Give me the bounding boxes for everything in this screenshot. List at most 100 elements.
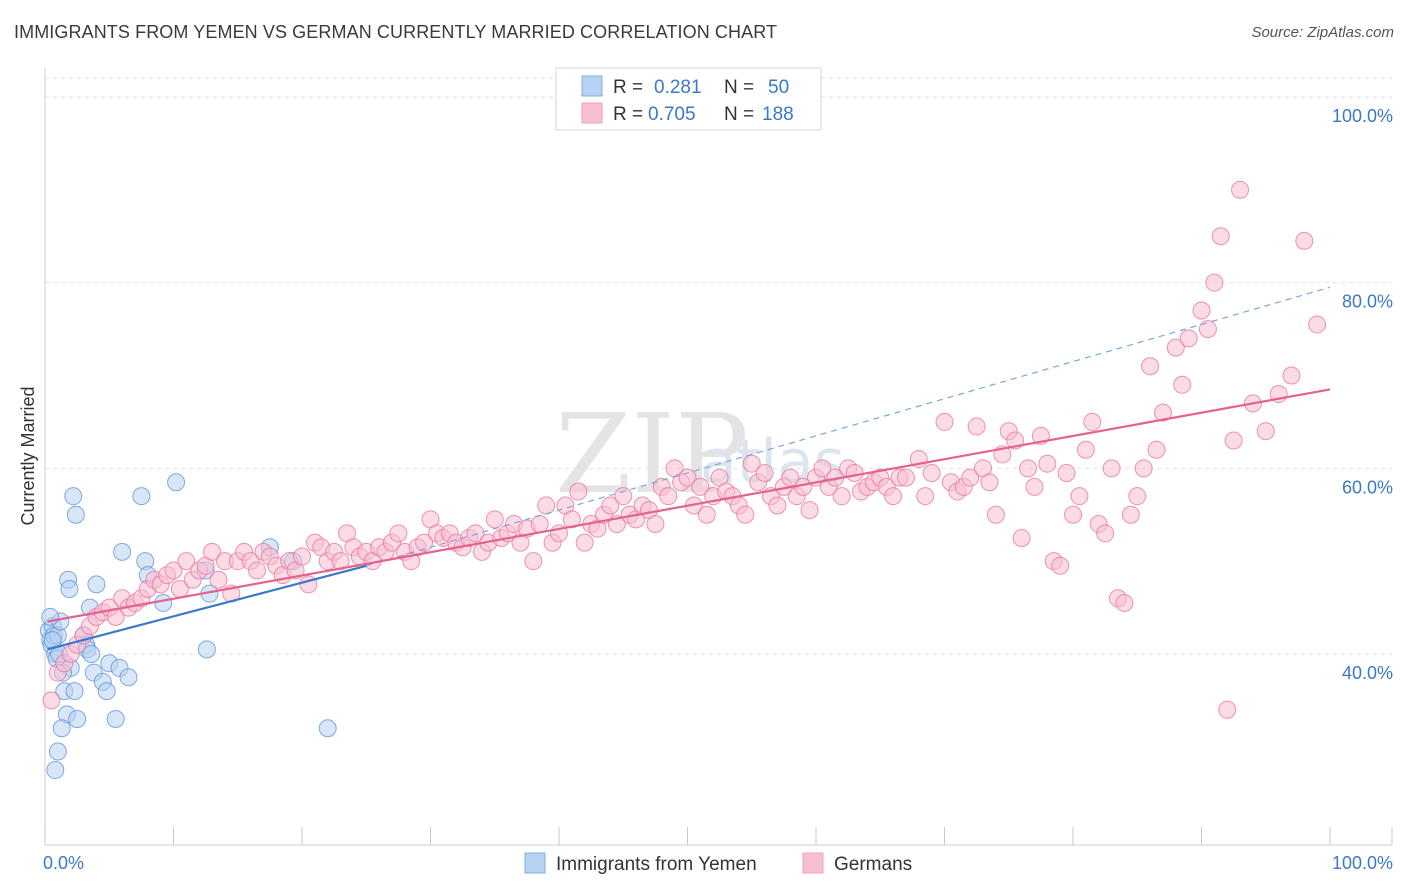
- data-point: [1064, 505, 1082, 524]
- data-point: [1256, 422, 1275, 441]
- y-axis-title: Currently Married: [18, 386, 38, 525]
- data-point: [42, 691, 61, 710]
- data-point: [922, 463, 941, 482]
- data-point: [46, 761, 65, 780]
- data-point: [1205, 273, 1224, 292]
- data-point: [1198, 320, 1217, 339]
- data-point: [106, 709, 125, 728]
- data-point: [832, 487, 851, 506]
- data-point: [524, 552, 543, 571]
- source-label: Source: ZipAtlas.com: [1251, 24, 1394, 41]
- x-tick-label: 0.0%: [43, 853, 84, 873]
- data-point: [1218, 700, 1237, 719]
- series-germans: [42, 180, 1327, 719]
- data-point: [1012, 528, 1031, 547]
- data-point: [646, 515, 665, 534]
- data-point: [293, 547, 311, 566]
- data-point: [691, 477, 710, 496]
- data-point: [1070, 487, 1089, 506]
- data-point: [209, 570, 228, 589]
- data-point: [64, 487, 83, 506]
- data-point: [813, 459, 832, 478]
- data-point: [1038, 454, 1057, 473]
- data-point: [614, 487, 633, 506]
- legend-n-value-2: 188: [762, 104, 794, 125]
- data-point: [1308, 315, 1327, 334]
- data-point: [1115, 593, 1134, 612]
- data-point: [742, 454, 761, 473]
- data-point: [1134, 459, 1153, 478]
- data-point: [113, 542, 132, 561]
- data-point: [1295, 231, 1314, 250]
- data-point: [678, 468, 697, 487]
- data-point: [980, 473, 999, 492]
- x-tick-labels: 0.0% 100.0%: [43, 853, 1393, 873]
- legend-label-germans: Germans: [834, 854, 912, 875]
- legend-swatch-yemen: [581, 75, 603, 97]
- data-point: [845, 463, 864, 482]
- data-point: [82, 645, 101, 663]
- data-point: [1153, 403, 1172, 422]
- data-point: [986, 505, 1005, 524]
- legend-r-value-1: 0.281: [654, 77, 702, 98]
- legend-n-value-1: 50: [768, 77, 789, 98]
- data-point: [389, 524, 408, 543]
- data-point: [768, 496, 787, 515]
- data-point: [800, 501, 819, 520]
- data-point: [1057, 463, 1076, 482]
- y-tick-labels: 40.0% 60.0% 80.0% 100.0%: [1332, 106, 1393, 683]
- x-tick-label: 100.0%: [1332, 853, 1393, 873]
- data-point: [1141, 357, 1160, 376]
- data-point: [65, 682, 84, 701]
- data-point: [97, 682, 116, 701]
- data-point: [1102, 459, 1121, 478]
- trend-line-germans: [47, 388, 1331, 623]
- data-point: [177, 552, 196, 571]
- data-point: [197, 640, 216, 659]
- legend-r-label-1: R =: [613, 77, 643, 98]
- legend-n-label-2: N =: [724, 104, 754, 125]
- data-point: [1019, 459, 1038, 478]
- chart-title: IMMIGRANTS FROM YEMEN VS GERMAN CURRENTL…: [14, 22, 778, 42]
- data-point: [1282, 366, 1301, 385]
- data-point: [132, 487, 151, 506]
- data-point: [530, 515, 549, 534]
- data-point: [1231, 180, 1250, 199]
- legend-n-label-1: N =: [724, 77, 754, 98]
- data-point: [1173, 375, 1192, 394]
- data-point: [659, 487, 678, 506]
- legend-swatch-germans-bottom: [802, 852, 824, 874]
- data-point: [87, 575, 106, 594]
- data-point: [1121, 505, 1140, 524]
- data-point: [1025, 477, 1044, 496]
- data-point: [154, 593, 173, 612]
- y-tick-label: 80.0%: [1342, 292, 1393, 312]
- data-point: [318, 719, 337, 738]
- data-point: [60, 580, 79, 599]
- data-point: [164, 561, 183, 580]
- data-point: [52, 719, 71, 738]
- legend-swatch-immigrants-from-yemen: [524, 852, 546, 874]
- data-point: [1096, 524, 1115, 543]
- data-point: [916, 487, 935, 506]
- data-point: [48, 742, 67, 761]
- legend-r-value-2: 0.705: [648, 104, 696, 125]
- data-point: [167, 473, 186, 492]
- series-legend: Immigrants from Yemen Germans: [524, 852, 912, 875]
- data-point: [1211, 227, 1230, 246]
- legend-swatch-germans: [581, 102, 603, 124]
- correlation-legend: R = 0.281 N = 50 R = 0.705 N = 188: [555, 67, 822, 131]
- data-point: [884, 487, 903, 506]
- data-point: [1083, 412, 1102, 431]
- data-point: [485, 510, 504, 529]
- data-point: [575, 533, 594, 552]
- data-point: [1166, 338, 1185, 357]
- data-point: [569, 482, 588, 501]
- legend-r-label-2: R =: [613, 104, 643, 125]
- axes: [44, 68, 1393, 846]
- y-tick-label: 40.0%: [1342, 663, 1393, 683]
- y-tick-label: 100.0%: [1332, 106, 1393, 126]
- data-point: [331, 552, 350, 571]
- data-point: [1051, 556, 1070, 575]
